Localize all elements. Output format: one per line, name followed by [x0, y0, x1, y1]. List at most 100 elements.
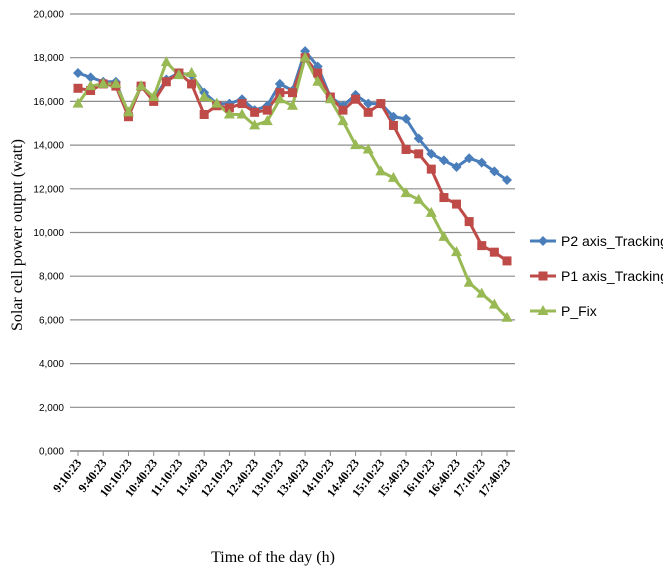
series-1-point [123, 112, 133, 122]
series-2-point [186, 66, 198, 77]
y-tick-label: 4,000 [39, 359, 64, 370]
series-1-point [502, 256, 512, 266]
series-2-point [160, 56, 172, 67]
series-0-point [413, 133, 424, 144]
series-1-point [237, 99, 247, 109]
series-2-point [122, 106, 134, 117]
series-1-point [224, 103, 234, 113]
series-2-point [425, 206, 437, 217]
series-0-point [401, 113, 412, 124]
series-0-point [476, 157, 487, 168]
series-2-point [337, 115, 349, 126]
y-axis-ticks: 0,000 2,000 4,000 6,000 8,000 10,000 12,000 14,… [33, 10, 64, 458]
series-2-point [324, 93, 336, 104]
series-2-point [463, 276, 475, 287]
series-1-point [161, 77, 171, 87]
series-1-point [313, 68, 323, 78]
series-2-point [249, 119, 261, 130]
series-1-point [351, 94, 361, 104]
y-tick-label: 20,000 [33, 10, 64, 21]
series-2-point [211, 97, 223, 108]
series-0-point [538, 236, 548, 246]
series-1-point [489, 247, 499, 257]
series-2-point [476, 287, 488, 298]
series-1-point [477, 241, 487, 251]
series-2-point [223, 108, 235, 119]
series-2-point [488, 298, 500, 309]
y-tick-label: 14,000 [33, 141, 64, 152]
series-0-point [451, 161, 462, 172]
series-2-point [501, 311, 513, 322]
series-0-point [73, 67, 83, 78]
series-2-point [400, 187, 412, 198]
y-tick-label: 18,000 [33, 53, 64, 64]
series-1-point [199, 110, 209, 120]
series-1-point [538, 271, 548, 281]
series-1-point [388, 120, 398, 130]
series-1-point [376, 99, 386, 109]
gridlines [70, 13, 515, 452]
series-1-point [439, 193, 449, 203]
series-2-point [261, 115, 273, 126]
y-tick-label: 16,000 [33, 97, 64, 108]
series-1-point [262, 105, 272, 115]
series-2-point [148, 91, 160, 102]
series-2-point [438, 230, 450, 241]
series-0-point [388, 111, 399, 122]
series-0-point [502, 175, 512, 186]
series-1-point [414, 149, 424, 159]
series-2-point [173, 69, 185, 80]
series-2-point [198, 91, 210, 102]
series-2-point [236, 108, 248, 119]
series-2-point [72, 97, 84, 108]
series-0-point [438, 155, 449, 166]
series-1-point [401, 144, 411, 154]
series-1-point [452, 199, 462, 209]
series-2-point [451, 246, 463, 257]
series-2-point [299, 51, 311, 62]
series-1-point [363, 107, 373, 117]
series-1-point [149, 96, 159, 106]
series-markers [72, 46, 513, 322]
y-tick-label: 8,000 [39, 272, 64, 283]
series-1-point [86, 85, 96, 95]
y-tick-label: 6,000 [39, 315, 64, 326]
series-2-point [312, 75, 324, 86]
series-1-point [426, 164, 436, 174]
x-axis-title: Time of the day (h) [211, 549, 335, 566]
series-0-point [464, 153, 475, 164]
series-2-point [135, 80, 147, 91]
series-1-point [275, 88, 285, 98]
series-2-point [362, 143, 374, 154]
legend-label: P_Fix [561, 303, 597, 319]
y-axis-title: Solar cell power output (watt) [9, 139, 26, 331]
legend-label: P2 axis_Tracking [561, 233, 663, 249]
series-2-point [85, 80, 97, 91]
series-1-point [187, 79, 197, 89]
y-tick-label: 10,000 [33, 228, 64, 239]
series-2-point [110, 77, 122, 88]
series-2-point [375, 165, 387, 176]
series-0-point [85, 72, 96, 83]
series-1-point [73, 83, 83, 93]
series-0-point [274, 78, 285, 89]
series-1-point [288, 88, 297, 98]
series-0-point [426, 148, 437, 159]
series-2-point [97, 77, 109, 88]
y-tick-label: 2,000 [39, 403, 64, 414]
series-1-point [338, 105, 348, 115]
series-0-point [489, 166, 500, 177]
series-2-point [274, 93, 286, 104]
series-2-point [350, 139, 362, 150]
series-2-point [413, 193, 425, 204]
series-0-point [363, 98, 374, 109]
series-2-point [537, 305, 549, 315]
series-2-point [387, 171, 399, 182]
y-tick-label: 0,000 [39, 447, 64, 458]
series-2-point [287, 99, 298, 110]
series-1-point [250, 107, 260, 117]
y-tick-label: 12,000 [33, 184, 64, 195]
x-axis-ticks: 9:10:239:40:2310:10:2310:40:2311:10:2311… [50, 451, 513, 500]
series-1-point [464, 217, 474, 227]
